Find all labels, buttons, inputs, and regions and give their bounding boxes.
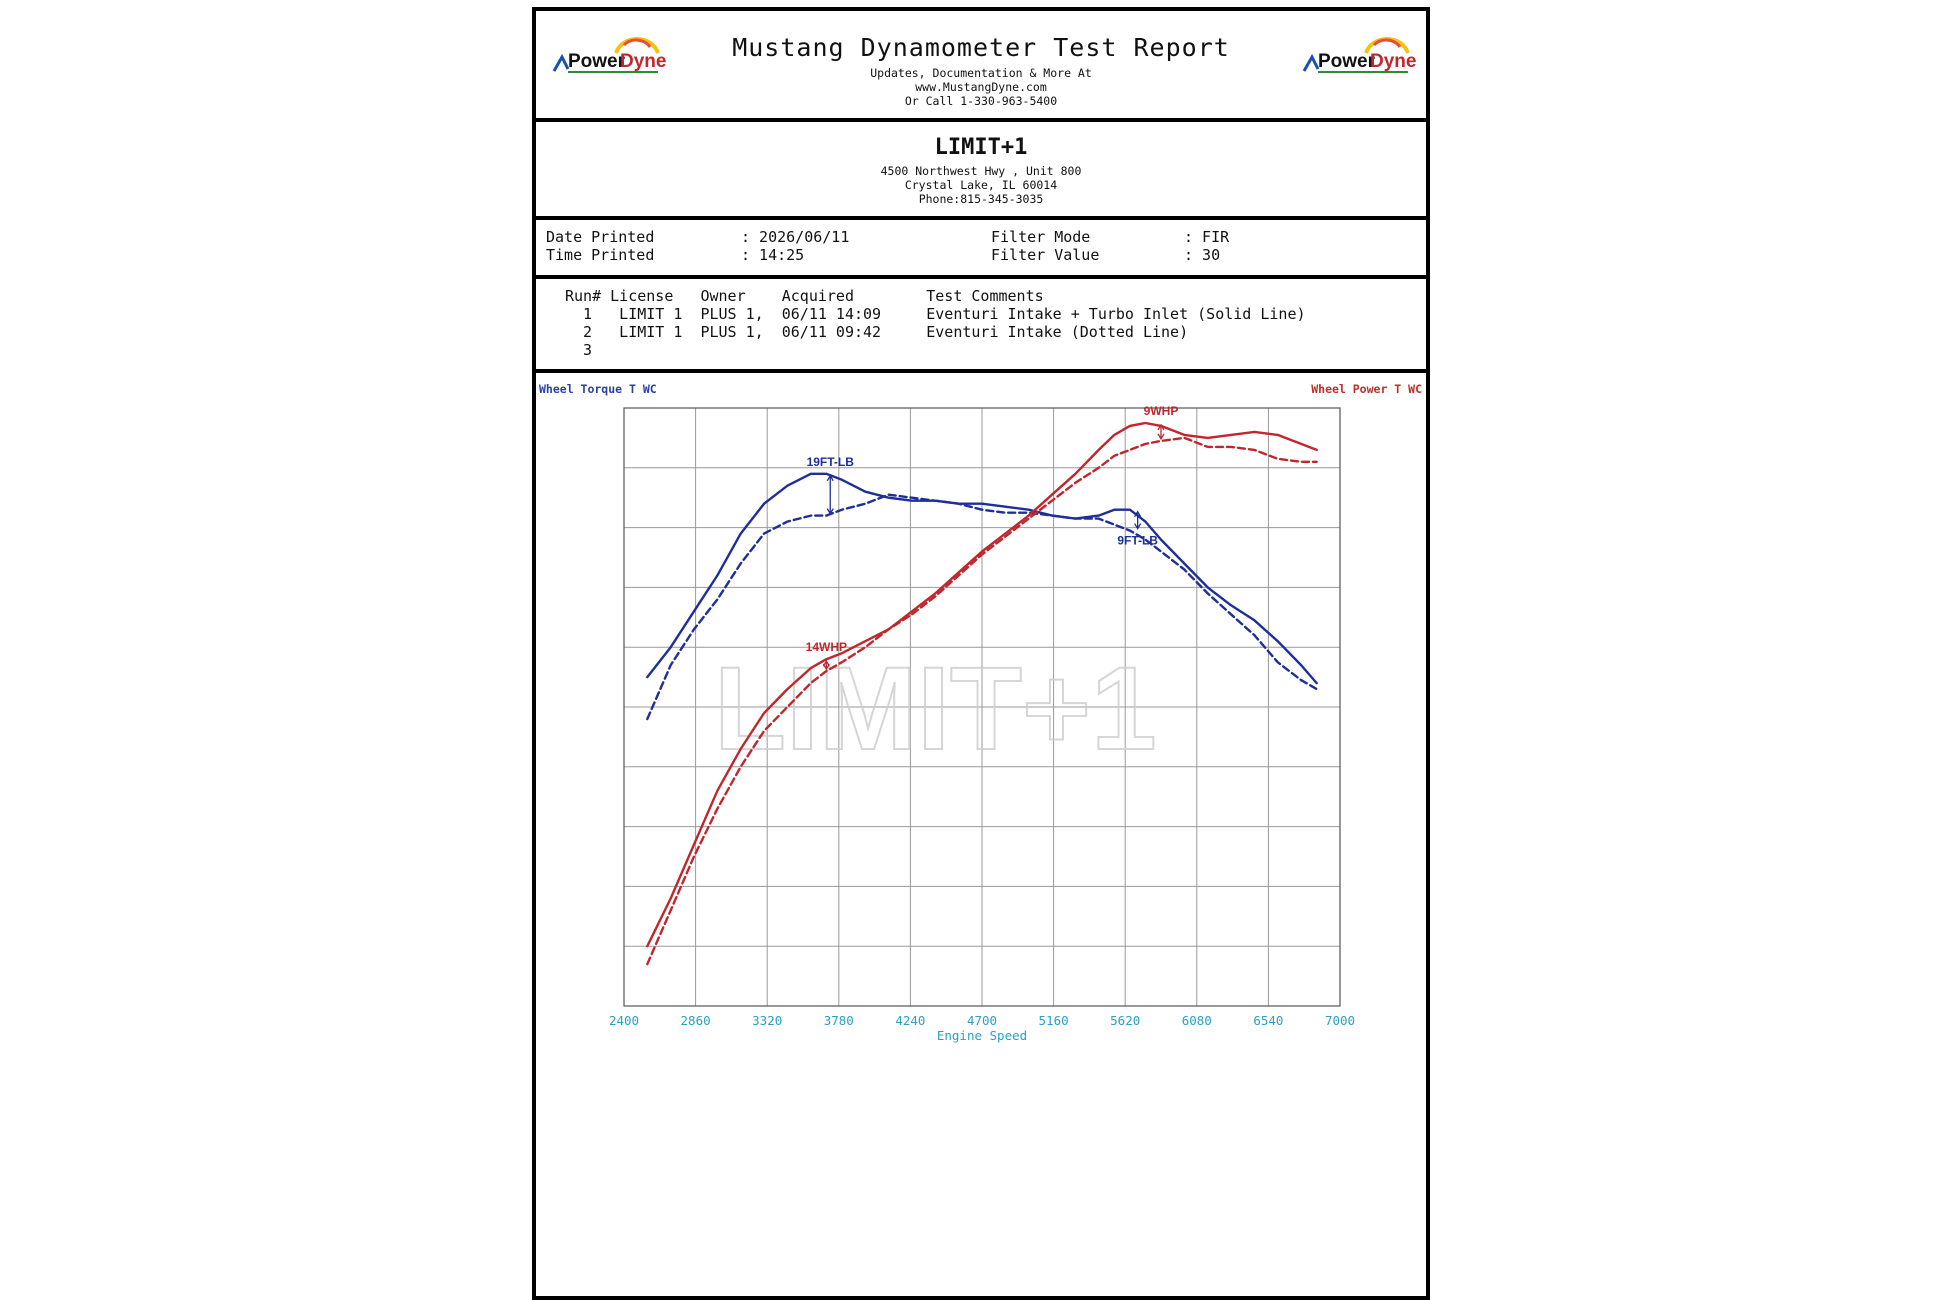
report-header: Power Dyne Mustang Dynamometer Test Repo… <box>536 11 1426 122</box>
gain-annotation-label: 9WHP <box>1144 404 1179 418</box>
gain-marker-arrow-down <box>826 508 834 515</box>
time-printed-label: Time Printed <box>546 246 655 264</box>
gain-annotation-label: 19FT-LB <box>807 455 855 469</box>
time-printed-value: : 14:25 <box>741 246 805 264</box>
x-axis-title: Engine Speed <box>937 1028 1027 1043</box>
powerdyne-logo-right: Power Dyne <box>1296 31 1416 81</box>
filter-mode-label: Filter Mode <box>991 228 1091 246</box>
shop-address-line1: 4500 Northwest Hwy , Unit 800 <box>880 164 1082 178</box>
shop-address-line2: Crystal Lake, IL 60014 <box>904 178 1058 192</box>
run-table-header: Run# License Owner Acquired Test Comment… <box>565 287 1044 305</box>
x-tick-label: 5620 <box>1110 1013 1140 1028</box>
dyno-report-sheet: Power Dyne Mustang Dynamometer Test Repo… <box>532 7 1430 1300</box>
torque-dashed-line <box>646 493 1318 721</box>
svg-text:Dyne: Dyne <box>1370 51 1416 72</box>
gain-annotation-label: 14WHP <box>806 640 847 654</box>
shop-info: LIMIT+1 4500 Northwest Hwy , Unit 800 Cr… <box>536 122 1426 220</box>
powerdyne-logo-left: Power Dyne <box>546 31 666 81</box>
gain-annotation-label: 9FT-LB <box>1117 534 1158 548</box>
report-title: Mustang Dynamometer Test Report <box>732 33 1230 62</box>
x-tick-label: 4700 <box>967 1013 997 1028</box>
left-axis-title: Wheel Torque T WC <box>539 382 657 396</box>
x-tick-label: 2860 <box>681 1013 711 1028</box>
dyno-chart-svg: LIMIT+1 2400 2860 3320 3780 4240 4700 5160 5620 6… <box>609 404 1355 1043</box>
watermark-text: LIMIT+1 <box>714 643 1157 775</box>
svg-text:Dyne: Dyne <box>620 51 666 72</box>
gain-marker-arrow-down <box>1134 523 1142 530</box>
dyno-chart: Wheel Torque T WC Wheel Power T WC LIMIT… <box>532 374 1430 1064</box>
svg-text:Power: Power <box>1318 51 1376 72</box>
x-tick-label: 2400 <box>609 1013 639 1028</box>
run-table: Run# License Owner Acquired Test Comment… <box>536 279 1426 373</box>
x-tick-label: 3780 <box>824 1013 854 1028</box>
shop-name: LIMIT+1 <box>934 135 1028 160</box>
gain-marker-arrow-up <box>826 474 834 482</box>
power-dashed-line <box>646 436 1318 966</box>
x-tick-label: 3320 <box>752 1013 782 1028</box>
plot-frame <box>623 407 1341 1007</box>
header-phone: Or Call 1-330-963-5400 <box>904 94 1058 108</box>
gain-marker-arrow-down <box>1157 433 1165 441</box>
date-printed-value: : 2026/06/11 <box>741 228 850 246</box>
x-tick-label: 6540 <box>1253 1013 1283 1028</box>
filter-value-value: : 30 <box>1184 246 1221 264</box>
svg-text:Power: Power <box>568 51 626 72</box>
filter-mode-value: : FIR <box>1184 228 1230 246</box>
x-tick-label: 6080 <box>1182 1013 1212 1028</box>
x-tick-label: 7000 <box>1325 1013 1355 1028</box>
filter-value-label: Filter Value <box>991 246 1100 264</box>
run-row-2: 2 LIMIT 1 PLUS 1, 06/11 09:42 Eventuri I… <box>565 323 1189 341</box>
x-tick-label: 5160 <box>1039 1013 1069 1028</box>
x-tick-label: 4240 <box>895 1013 925 1028</box>
header-updates-line: Updates, Documentation & More At <box>870 66 1092 80</box>
gain-marker-arrow-down <box>822 663 830 671</box>
date-printed-label: Date Printed <box>546 228 655 246</box>
power-solid-line <box>646 421 1318 948</box>
torque-solid-line <box>646 472 1318 685</box>
shop-phone: Phone:815-345-3035 <box>918 192 1044 206</box>
run-row-3: 3 <box>565 341 593 359</box>
print-info: Date Printed : 2026/06/11 Time Printed :… <box>536 220 1426 279</box>
run-row-1: 1 LIMIT 1 PLUS 1, 06/11 14:09 Eventuri I… <box>565 305 1306 323</box>
gain-marker-arrow-up <box>1157 423 1165 431</box>
header-website: www.MustangDyne.com <box>915 80 1047 94</box>
gain-marker-arrow-up <box>822 659 830 667</box>
right-axis-title: Wheel Power T WC <box>1311 382 1422 396</box>
gain-marker-arrow-up <box>1134 510 1142 517</box>
